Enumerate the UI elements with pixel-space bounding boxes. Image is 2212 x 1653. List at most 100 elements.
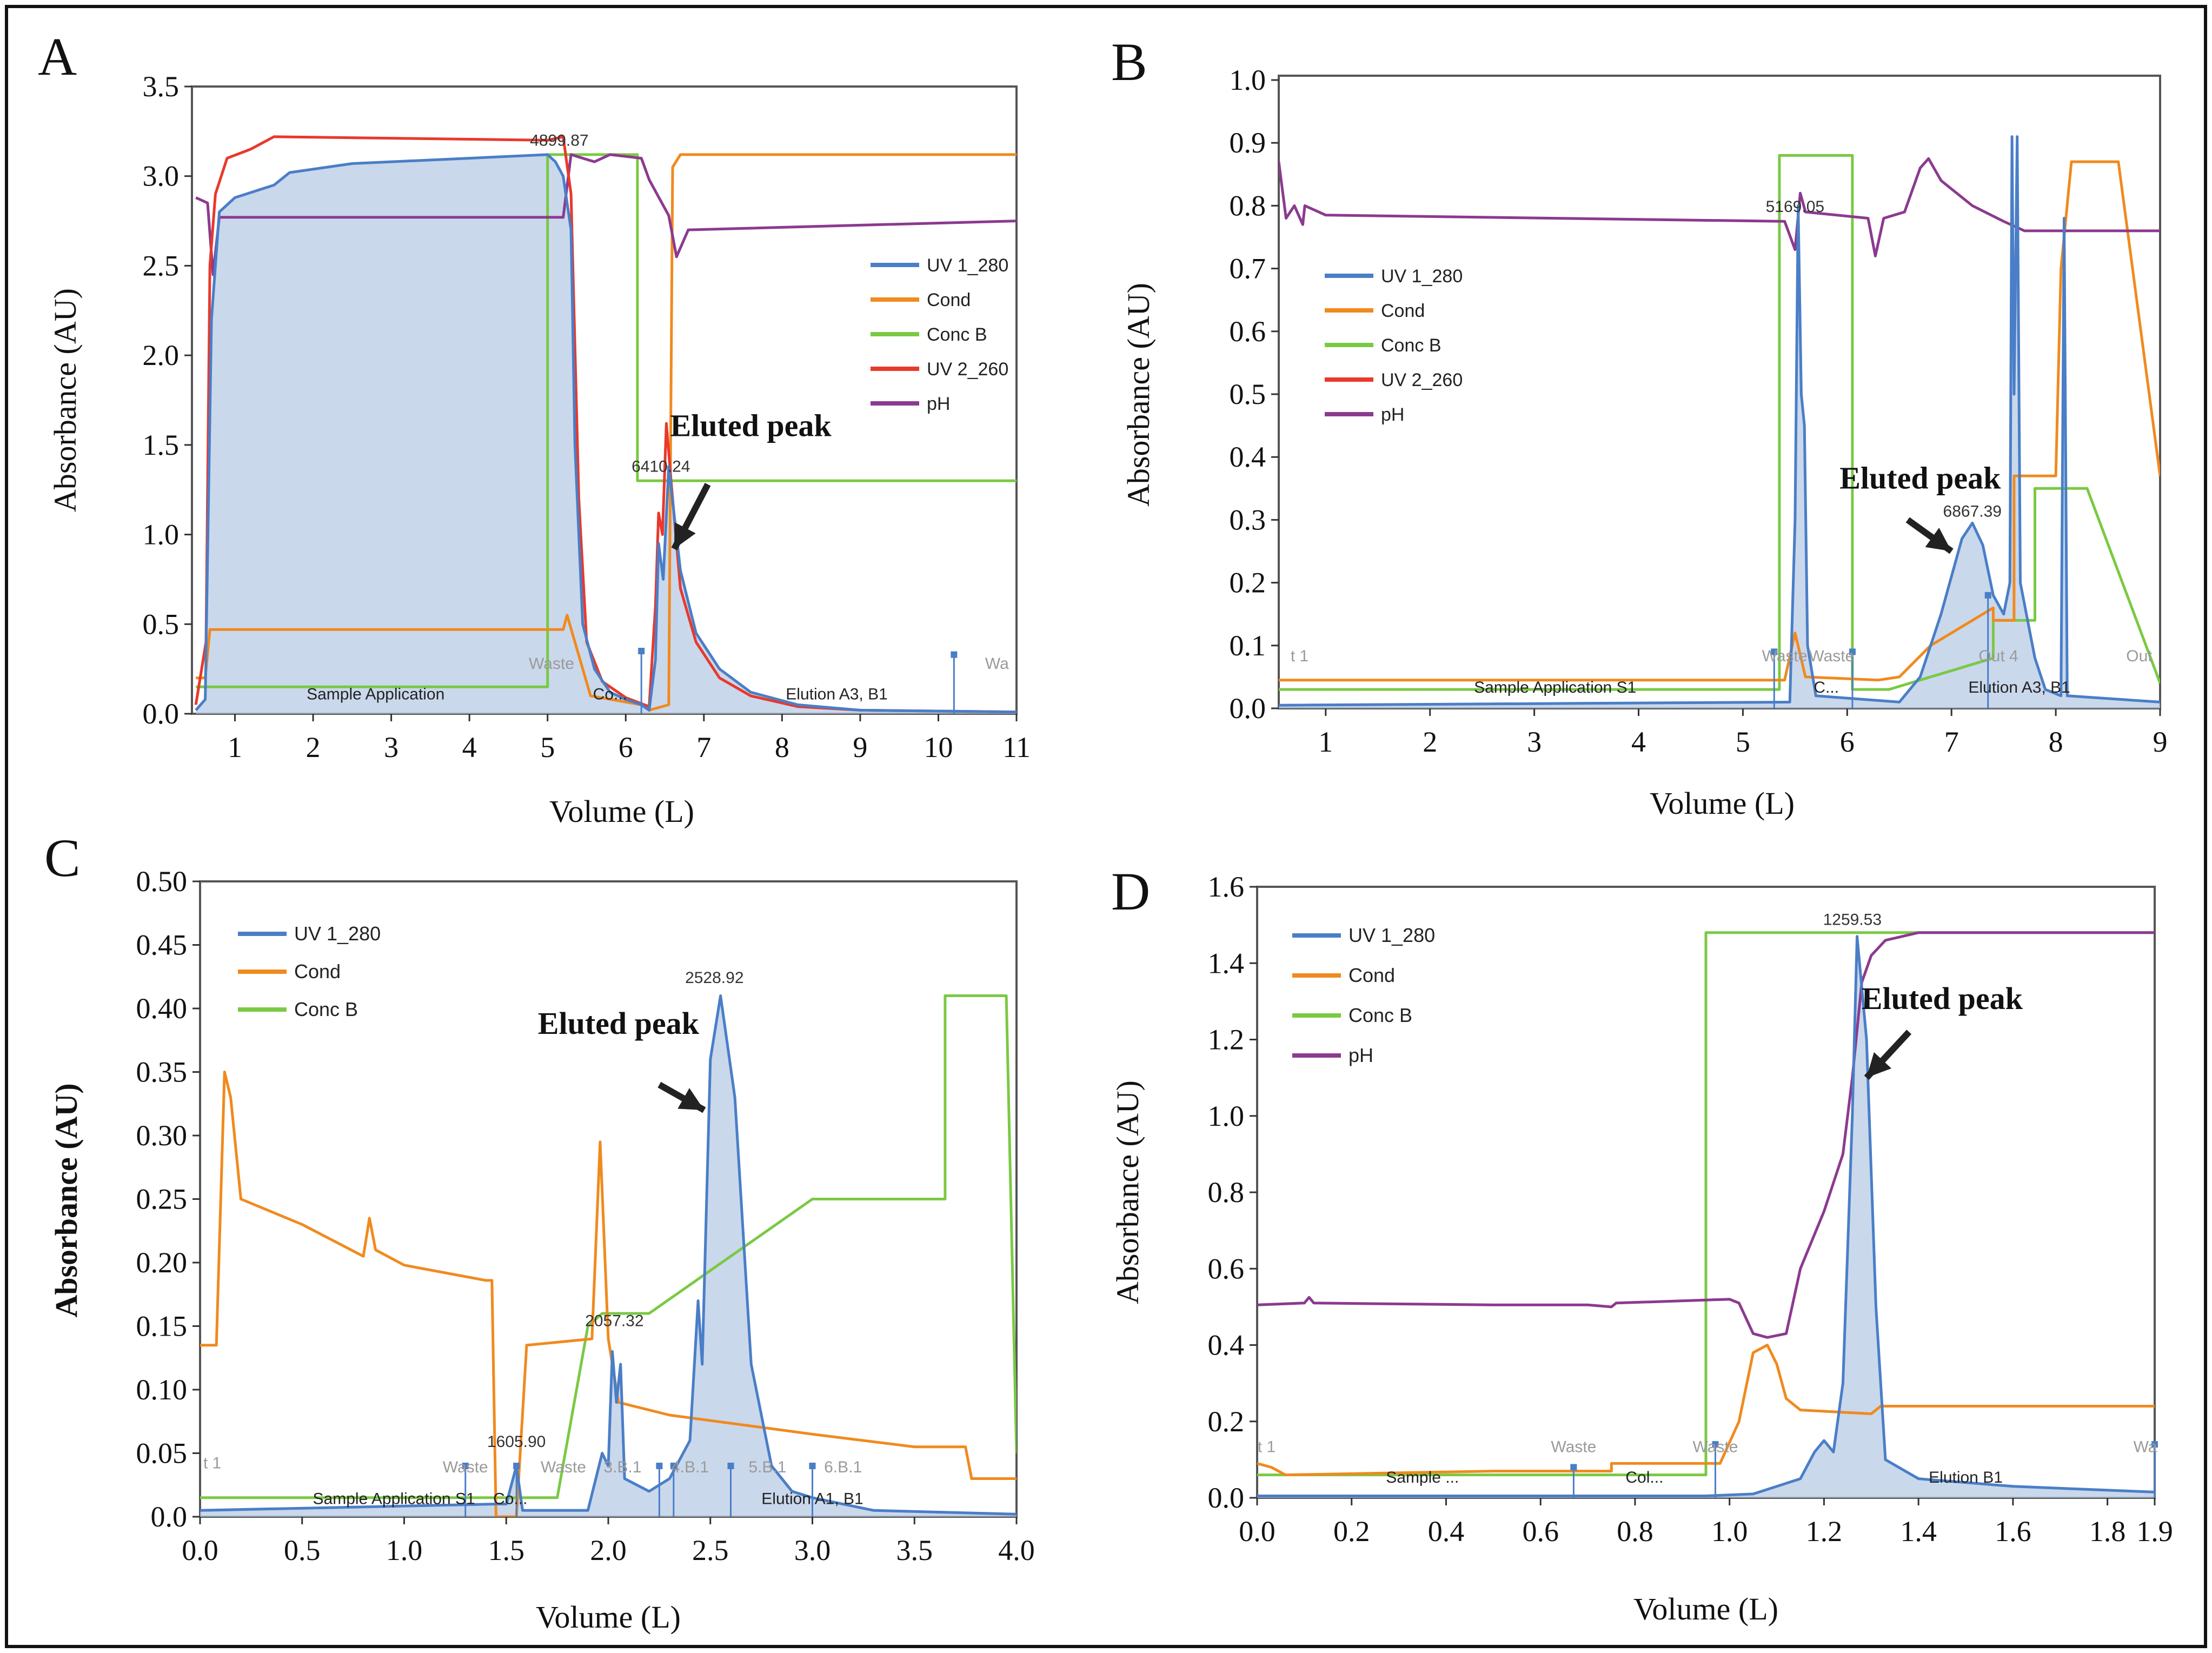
panel-label-A: A <box>38 26 77 87</box>
panel-a-xtick-label: 4 <box>462 731 477 764</box>
panel-a-xtick-label: 3 <box>384 731 398 764</box>
panel-d-xtick-label: 0.2 <box>1333 1515 1370 1548</box>
panel-b-phase-label: Out 4 <box>1978 647 2018 665</box>
panel-b: 0.0 0.1 0.2 0.3 0.4 0.5 0.6 0.7 0.8 0.9 1.0 1 2 3 4 5 6 7… <box>1121 64 2168 821</box>
panel-d-plot: 0.0 0.2 0.4 0.6 0.8 1.0 1.2 1.4 1.6 0.0 0.2 0.4 0.6 0… <box>1208 871 2173 1548</box>
panel-c-event-marker <box>670 1463 677 1469</box>
panel-d-ytick-label: 1.4 <box>1208 947 1245 979</box>
panel-b-ytick-label: 1.0 <box>1230 64 1266 96</box>
panel-d-eluted-peak-arrow-head <box>1866 1052 1892 1078</box>
panel-b-ytick-label: 0.9 <box>1230 127 1266 159</box>
panel-d-phase-label: Waste <box>1693 1438 1738 1456</box>
panel-a-xtick-label: 1 <box>228 731 242 764</box>
panel-b-series-ph <box>1279 157 2160 257</box>
panel-a-xtick-label: 6 <box>619 731 633 764</box>
panel-b-xlabel: Volume (L) <box>1650 786 1795 821</box>
panel-a-event-marker <box>951 651 958 658</box>
panel-b-legend-label: Conc B <box>1381 335 1442 356</box>
panel-c-event-marker <box>513 1463 520 1469</box>
panel-c-xtick-label: 3.0 <box>794 1534 831 1566</box>
panel-c-phase-label: 4.B.1 <box>671 1458 709 1476</box>
panel-b-ytick-label: 0.7 <box>1230 253 1266 285</box>
panel-d-phase-label: Elution B1 <box>1929 1469 2003 1486</box>
panel-b-ytick-label: 0.5 <box>1230 378 1266 410</box>
panel-b-peak-value: 5169.05 <box>1766 198 1824 216</box>
panel-b-phase-label: Waste <box>1762 647 1808 665</box>
panel-b-ytick-label: 0.4 <box>1230 441 1266 473</box>
panel-a-eluted-peak-label: Eluted peak <box>670 408 832 443</box>
panel-a-xlabel: Volume (L) <box>549 794 694 829</box>
panel-c-ytick-label: 0.40 <box>136 992 188 1025</box>
panel-d-xtick-label: 0.8 <box>1617 1515 1653 1548</box>
panel-d-xtick-label: 1.0 <box>1711 1515 1748 1548</box>
panel-c-xtick-label: 0.5 <box>284 1534 321 1566</box>
panel-a-peak-value: 6410.24 <box>632 458 690 476</box>
panel-b-event-marker <box>1984 592 1991 599</box>
panel-c-plot: 0.0 0.05 0.10 0.15 0.20 0.25 0.30 0.35 0.40 0.45 0… <box>136 865 1035 1566</box>
panel-c-ytick-label: 0.10 <box>136 1373 188 1406</box>
panel-label-D: D <box>1111 861 1150 921</box>
panel-a-ytick-label: 3.5 <box>143 70 180 103</box>
panel-b-ytick-label: 0.1 <box>1230 629 1266 662</box>
panel-c-peak-value: 2057.32 <box>585 1312 643 1330</box>
panel-d-ytick-label: 1.2 <box>1208 1024 1245 1056</box>
panel-d-eluted-peak-label: Eluted peak <box>1862 981 2023 1016</box>
panel-b-phase-label: Waste <box>1809 647 1854 665</box>
panel-b-eluted-peak-arrow-head <box>1925 527 1952 552</box>
panel-d-phase-label: Waste <box>1551 1438 1596 1456</box>
panel-a-xtick-label: 7 <box>696 731 711 764</box>
panel-d-phase-label: Col... <box>1625 1469 1663 1486</box>
panel-d-xtick-label: 1.4 <box>1900 1515 1937 1548</box>
panel-label-C: C <box>44 828 81 888</box>
panel-c-phase-label: Waste <box>443 1458 488 1476</box>
panel-a: 0.0 0.5 1.0 1.5 2.0 2.5 3.0 3.5 1 2 3 4 5 6 7 8 9 10 11 Sam… <box>48 70 1031 829</box>
panel-d-xtick-label: 1.9 <box>2136 1515 2173 1548</box>
panel-a-phase-label: Sample Application <box>307 685 444 703</box>
panel-d-ylabel: Absorbance (AU) <box>1110 1080 1145 1304</box>
panel-a-phase-label: Wa <box>985 655 1009 673</box>
panel-d: 0.0 0.2 0.4 0.6 0.8 1.0 1.2 1.4 1.6 0.0 0.2 0.4 0.6 0… <box>1110 871 2173 1627</box>
panel-b-xtick-label: 3 <box>1527 726 1542 758</box>
panel-c-legend-label: Conc B <box>294 998 358 1020</box>
panel-c-xtick-label: 3.5 <box>896 1534 933 1566</box>
panel-b-ytick-label: 0.3 <box>1230 503 1266 536</box>
panel-b-legend-label: Cond <box>1381 301 1425 321</box>
panel-b-ytick-label: 0.2 <box>1230 567 1266 599</box>
panel-d-series-cond <box>1257 1344 2155 1477</box>
panel-b-phase-label: Elution A3, B1 <box>1968 679 2070 696</box>
panel-b-phase-label: Out <box>2126 647 2153 665</box>
panel-d-phase-label: t 1 <box>1258 1438 1276 1456</box>
panel-b-xtick-label: 1 <box>1318 726 1333 758</box>
panel-b-event-marker <box>1849 648 1856 655</box>
panel-d-xtick-label: 1.6 <box>1995 1515 2031 1548</box>
panel-d-xtick-label: 0.6 <box>1522 1515 1559 1548</box>
panel-c-event-marker <box>462 1463 469 1469</box>
panel-b-ytick-label: 0.6 <box>1230 315 1266 348</box>
panel-c-phase-label: Sample Application S1 <box>313 1490 475 1508</box>
panel-d-legend-label: Conc B <box>1349 1004 1412 1026</box>
panel-a-legend-label: Cond <box>927 290 971 310</box>
panel-b-eluted-peak-label: Eluted peak <box>1839 460 2001 495</box>
panel-c-series-cond <box>200 1071 1017 1517</box>
panel-b-series-group <box>1279 135 2160 708</box>
panel-d-event-marker <box>1570 1464 1577 1471</box>
panel-b-series-cond <box>1279 160 2160 682</box>
panel-d-xtick-label: 1.2 <box>1806 1515 1843 1548</box>
panel-b-phase-label: Sample Application S1 <box>1474 679 1636 696</box>
panel-b-legend-label: UV 1_280 <box>1381 266 1463 287</box>
panel-a-xtick-label: 9 <box>853 731 867 764</box>
panel-c-event-marker <box>809 1463 816 1469</box>
panel-d-legend-label: UV 1_280 <box>1349 924 1435 946</box>
panel-a-legend-label: Conc B <box>927 324 987 345</box>
panel-d-xlabel: Volume (L) <box>1633 1591 1778 1627</box>
panel-c-xtick-label: 2.0 <box>590 1534 627 1566</box>
panel-a-series-cond <box>196 153 1017 712</box>
panel-a-event-marker <box>638 648 645 654</box>
panel-b-legend-label: UV 2_260 <box>1381 370 1463 390</box>
panel-c-eluted-peak-label: Eluted peak <box>538 1006 700 1041</box>
panel-c-legend-label: UV 1_280 <box>294 922 381 945</box>
panel-a-uv280-area <box>196 154 1017 714</box>
panel-c-ytick-label: 0.35 <box>136 1056 188 1088</box>
panel-b-xtick-label: 6 <box>1840 726 1855 758</box>
panel-b-xtick-label: 2 <box>1423 726 1437 758</box>
